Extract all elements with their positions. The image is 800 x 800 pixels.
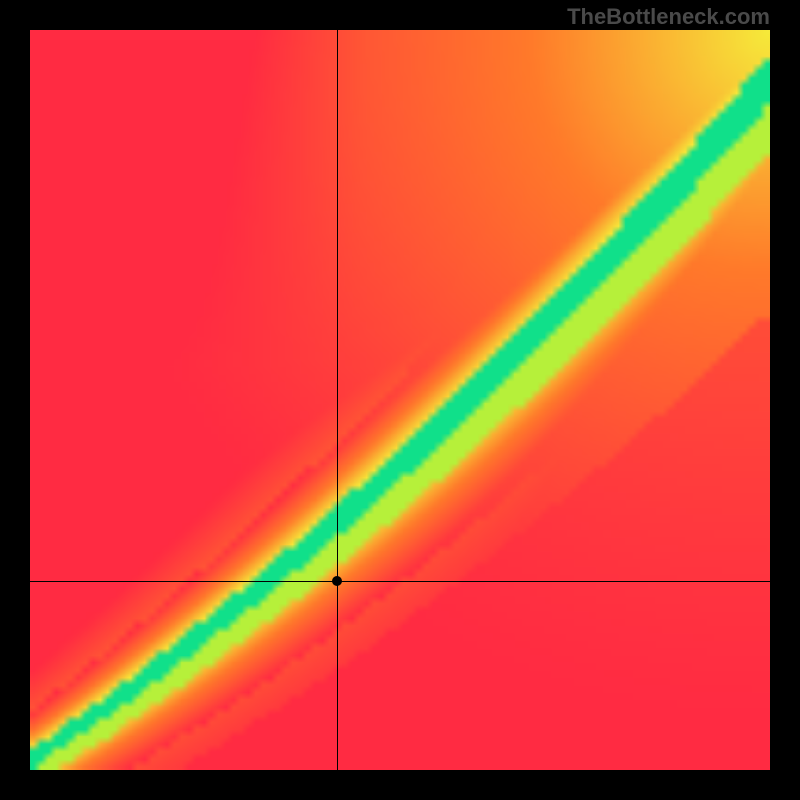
plot-area [30, 30, 770, 770]
crosshair-horizontal [30, 581, 770, 582]
watermark-text: TheBottleneck.com [567, 4, 770, 30]
selected-point-marker [332, 576, 342, 586]
crosshair-vertical [337, 30, 338, 770]
bottleneck-heatmap [30, 30, 770, 770]
chart-container: TheBottleneck.com [0, 0, 800, 800]
